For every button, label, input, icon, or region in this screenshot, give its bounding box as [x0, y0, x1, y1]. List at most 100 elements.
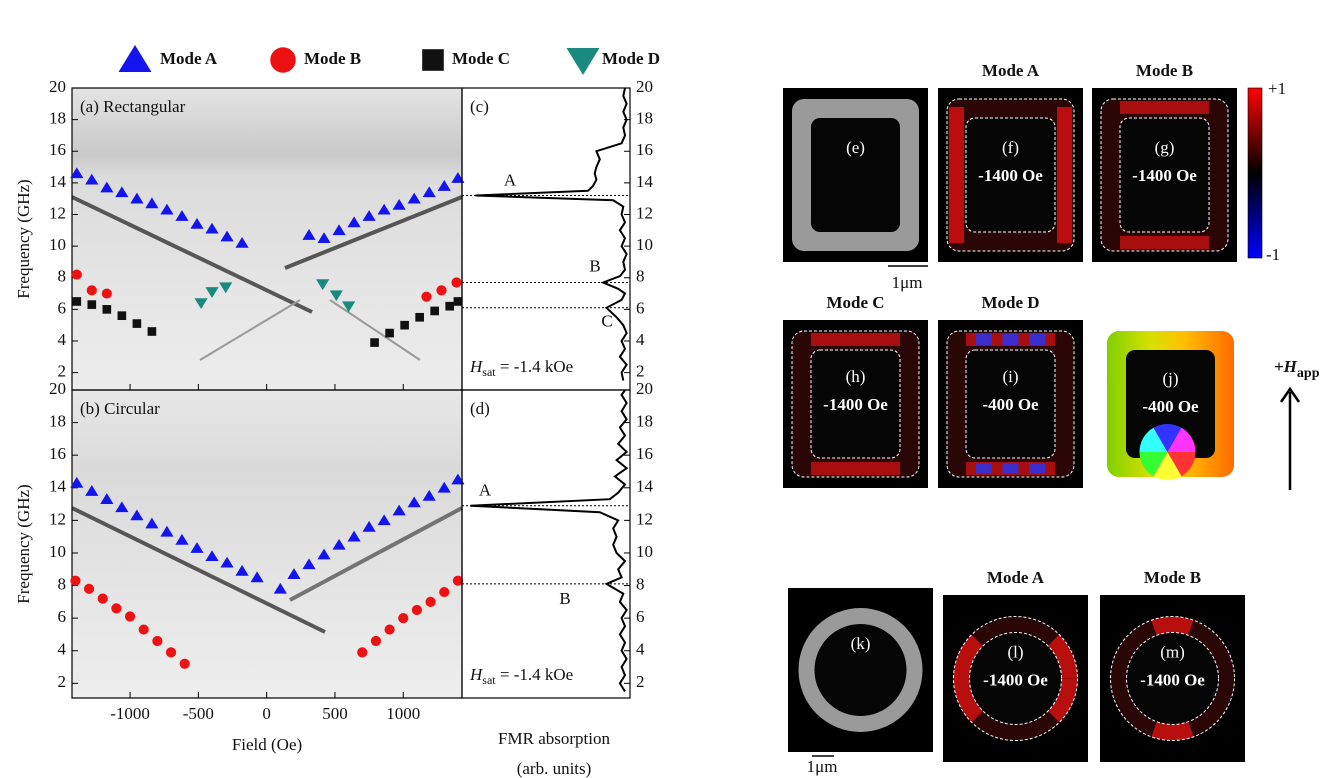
data-point: [220, 556, 234, 568]
data-point: [175, 210, 189, 221]
data-point: [71, 269, 82, 280]
data-point: [111, 603, 122, 614]
data-point: [421, 291, 432, 302]
data-point: [347, 530, 361, 542]
outline: [1119, 117, 1210, 233]
field-label: -400 Oe: [982, 395, 1039, 414]
data-point: [97, 593, 108, 604]
element-inner: [814, 624, 907, 716]
y-tick-label: 18: [636, 411, 653, 430]
data-point: [437, 180, 451, 191]
data-point: [317, 232, 331, 244]
y-tick-label: 12: [636, 203, 653, 222]
spectrum-image: [71, 88, 463, 698]
y-tick-label: 14: [49, 477, 67, 496]
data-point: [302, 229, 316, 240]
data-point: [205, 222, 219, 234]
field-label: -1400 Oe: [1132, 166, 1197, 185]
y-tick-label: 4: [636, 640, 645, 659]
spectrum-line: [470, 389, 629, 693]
mode-intensity: [1029, 463, 1046, 474]
x-tick-label: -1000: [110, 704, 150, 723]
applied-field-subscript: app: [1297, 366, 1320, 381]
y-tick-label: 16: [49, 140, 66, 159]
data-point: [425, 596, 436, 607]
y-tick-label: 12: [49, 203, 66, 222]
x-axis-label: Field (Oe): [232, 735, 302, 754]
data-point: [422, 186, 436, 198]
data-point: [317, 548, 331, 560]
color-wheel: [1153, 424, 1182, 452]
data-point: [179, 658, 190, 669]
data-point: [329, 290, 343, 302]
data-point: [102, 305, 112, 314]
mode-intensity: [1002, 334, 1019, 345]
data-point: [72, 297, 82, 306]
image-panel: (m) -1400 Oe: [1100, 595, 1245, 762]
data-point: [437, 481, 451, 493]
element-inner: [811, 118, 900, 232]
mode-title: Mode D: [981, 293, 1039, 312]
panel-label: (i): [1002, 367, 1018, 386]
data-point: [439, 586, 450, 598]
panel-label: (g): [1155, 138, 1175, 157]
data-point: [422, 489, 436, 501]
legend-label: Mode D: [602, 49, 660, 68]
mode-title: Mode A: [982, 61, 1040, 80]
data-point: [370, 635, 382, 647]
y-tick-label: 18: [636, 109, 653, 128]
applied-field: +Happ: [1274, 357, 1320, 381]
data-point: [398, 613, 409, 624]
field-label: -1400 Oe: [823, 395, 888, 414]
y-tick-label: 18: [49, 109, 66, 128]
data-point: [70, 575, 81, 586]
data-point: [219, 282, 233, 294]
data-point: [85, 485, 99, 496]
y-tick-label: 8: [58, 267, 67, 286]
data-point: [160, 525, 174, 537]
y-tick-label: 4: [58, 330, 67, 349]
y-tick-label: 20: [49, 77, 66, 96]
color-wheel: [1139, 452, 1168, 477]
data-point: [316, 279, 330, 291]
data-point: [147, 327, 157, 336]
y-tick-label: 8: [636, 267, 645, 286]
y-tick-label: 12: [49, 509, 66, 528]
y-tick-label: 18: [49, 411, 66, 430]
colorbar: [1247, 87, 1263, 259]
applied-field-symbol: +H: [1274, 357, 1298, 376]
outline: [946, 98, 1075, 252]
panel-label: (h): [846, 367, 866, 386]
outline: [1126, 632, 1219, 725]
data-point: [407, 496, 421, 508]
x-tick-label: 1000: [386, 704, 420, 723]
outline: [965, 349, 1056, 459]
mode-title: Mode B: [1144, 568, 1201, 587]
image-panel: (e): [783, 88, 928, 262]
data-point: [451, 277, 462, 288]
y-tick-label: 10: [49, 542, 66, 561]
y-tick-label: 10: [636, 542, 653, 561]
data-point: [436, 285, 447, 296]
y-tick-label: 14: [636, 172, 654, 191]
y-tick-label: 12: [636, 509, 653, 528]
data-point: [407, 192, 421, 204]
y-tick-label: 8: [636, 574, 645, 593]
y-tick-label: 2: [636, 362, 645, 381]
data-point: [100, 493, 114, 504]
data-point: [385, 328, 394, 338]
data-point: [115, 501, 129, 513]
peak-label: B: [589, 256, 600, 275]
outline: [810, 349, 901, 459]
element-inner: [966, 118, 1055, 232]
plot-frame: [461, 389, 631, 699]
mode-title: Mode B: [1136, 61, 1193, 80]
legend-marker: [422, 49, 444, 71]
color-wheel: [1139, 427, 1168, 452]
panel-label: (l): [1007, 642, 1023, 661]
scale-bar-label: 1μm: [892, 273, 923, 292]
y-tick-label: 16: [636, 140, 653, 159]
field-label: -1400 Oe: [978, 166, 1043, 185]
element-inner: [1126, 632, 1219, 725]
y-tick-label: 20: [49, 379, 66, 398]
